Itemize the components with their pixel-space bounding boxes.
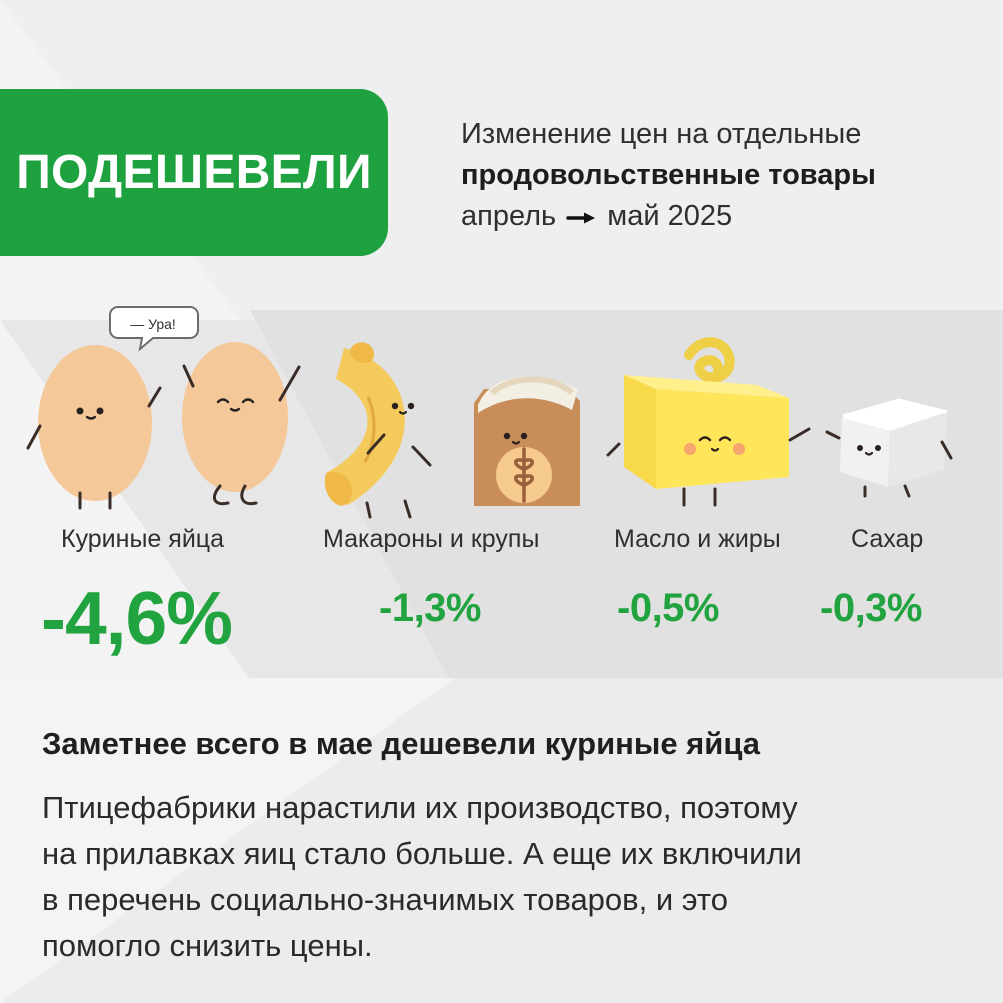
item-label-sugar: Сахар [851,525,924,553]
item-label-eggs: Куриные яйца [61,525,225,553]
details-line-3: в перечень социально-значимых товаров, и… [42,882,729,917]
period-start: апрель [461,200,557,232]
eggs-icon [26,342,301,510]
item-label-butter: Масло и жиры [614,525,781,553]
details-line-1: Птицефабрики нарастили их производство, … [42,790,798,825]
header-line-1: Изменение цен на отдельные [461,118,862,150]
item-value-butter: -0,5% [617,586,720,630]
header-copy: Изменение цен на отдельные продовольстве… [461,114,961,237]
item-value-sugar: -0,3% [820,586,923,630]
period-end: май 2025 [607,200,733,232]
speech-bubble [109,306,199,352]
speech-bubble-text: — Ура! [130,316,176,332]
sugar-cube-icon [825,398,953,498]
header-period: апрель май 2025 [461,196,961,237]
butter-icon [606,337,811,507]
title-badge: ПОДЕШЕВЕЛИ [0,89,388,256]
details-copy: Птицефабрики нарастили их производство, … [42,785,972,969]
details-line-4: помогло снизить цены. [42,928,373,963]
pasta-grain-icon [324,342,580,519]
arrow-right-icon [566,212,596,224]
details-title: Заметнее всего в мае дешевели куриные яй… [42,726,760,761]
header-line-2: продовольственные товары [461,159,876,191]
item-label-pasta-grain: Макароны и крупы [323,525,540,553]
item-value-pasta-grain: -1,3% [379,586,482,630]
title-badge-text: ПОДЕШЕВЕЛИ [16,146,372,199]
item-value-eggs: -4,6% [41,576,233,660]
details-line-2: на прилавках яиц стало больше. А еще их … [42,836,802,871]
